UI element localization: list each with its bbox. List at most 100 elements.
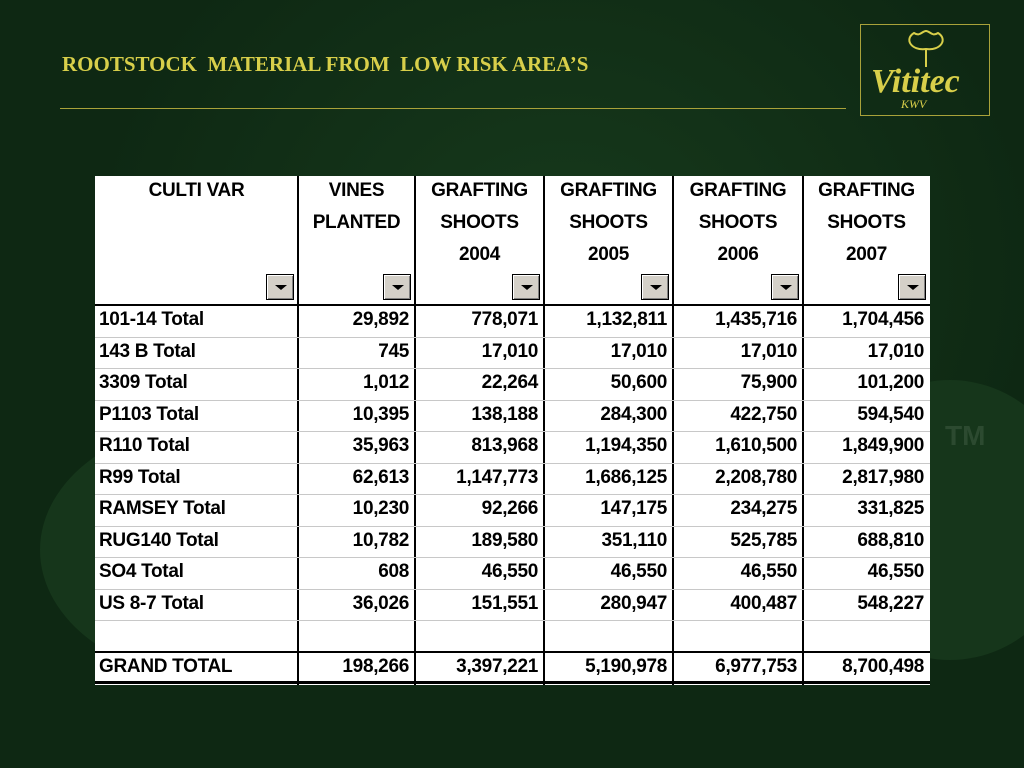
- row-label: 143 B Total: [99, 340, 196, 362]
- cell-value: 17,010: [740, 340, 798, 362]
- cell-value: 138,188: [471, 403, 538, 425]
- cell-value: 10,230: [352, 498, 410, 519]
- cell-value: 778,071: [471, 309, 538, 330]
- column-rule: [414, 176, 416, 685]
- filter-button[interactable]: [771, 274, 799, 300]
- cell-value: 46,550: [610, 561, 668, 582]
- cell-value: 745: [378, 340, 409, 362]
- cell-value: 46,550: [740, 561, 798, 582]
- column-header: SHOOTS: [440, 212, 519, 233]
- cell-value: 331,825: [857, 498, 924, 519]
- row-rule: [95, 304, 930, 306]
- cell-value: 35,963: [352, 435, 410, 456]
- cell-value: 22,264: [481, 372, 539, 393]
- filter-button[interactable]: [266, 274, 294, 300]
- column-header: 2004: [458, 244, 501, 265]
- cell-value: 5,190,978: [585, 655, 667, 677]
- cell-value: 62,613: [352, 466, 410, 488]
- column-rule: [672, 176, 674, 685]
- column-rule: [297, 176, 299, 685]
- row-label: 3309 Total: [99, 372, 188, 393]
- cell-value: 594,540: [857, 403, 924, 425]
- row-rule: [95, 399, 930, 401]
- cell-value: 198,266: [342, 655, 409, 677]
- cell-value: 400,487: [730, 592, 797, 614]
- column-rule: [802, 176, 804, 685]
- title-rule: [60, 108, 846, 109]
- column-header: PLANTED: [312, 212, 401, 233]
- column-header: CULTI VAR: [148, 180, 245, 201]
- cell-value: 280,947: [600, 592, 667, 614]
- row-rule: [95, 588, 930, 590]
- cell-value: 1,194,350: [585, 435, 667, 456]
- filter-button[interactable]: [512, 274, 540, 300]
- row-label: RAMSEY Total: [99, 498, 226, 519]
- cell-value: 1,610,500: [715, 435, 797, 456]
- row-rule: [95, 336, 930, 338]
- logo: Vititec KWV: [860, 24, 990, 116]
- cell-value: 8,700,498: [842, 655, 924, 677]
- filter-button[interactable]: [898, 274, 926, 300]
- cell-value: 422,750: [730, 403, 797, 425]
- column-header: 2006: [717, 244, 759, 265]
- cell-value: 17,010: [610, 340, 668, 362]
- cell-value: 525,785: [730, 529, 797, 551]
- row-label: US 8-7 Total: [99, 592, 204, 614]
- cell-value: 189,580: [471, 529, 538, 551]
- cell-value: 75,900: [740, 372, 798, 393]
- cell-value: 6,977,753: [715, 655, 797, 677]
- cell-value: 92,266: [481, 498, 539, 519]
- logo-leaf: [908, 29, 944, 67]
- row-label: 101-14 Total: [99, 309, 204, 330]
- cell-value: 1,686,125: [585, 466, 667, 488]
- cell-value: 29,892: [352, 309, 410, 330]
- cell-value: 608: [378, 561, 409, 582]
- column-header: GRAFTING: [431, 180, 528, 201]
- filter-button[interactable]: [383, 274, 411, 300]
- cell-value: 101,200: [857, 372, 924, 393]
- cell-value: 1,132,811: [586, 309, 667, 330]
- cell-value: 1,012: [362, 372, 409, 393]
- cell-value: 1,849,900: [842, 435, 924, 456]
- cell-value: 688,810: [857, 529, 924, 551]
- row-label: P1103 Total: [99, 403, 199, 425]
- watermark: TM: [945, 420, 986, 451]
- cell-value: 10,782: [352, 529, 410, 551]
- column-header: VINES: [328, 180, 385, 201]
- slide-title: ROOTSTOCK MATERIAL FROM LOW RISK AREA’S: [62, 52, 589, 76]
- cell-value: 2,208,780: [715, 466, 797, 488]
- cell-value: 2,817,980: [842, 466, 924, 488]
- logo-name: Vititec: [871, 63, 960, 100]
- cell-value: 50,600: [610, 372, 668, 393]
- logo-sub: KWV: [901, 97, 927, 111]
- cell-value: 284,300: [600, 403, 667, 425]
- cell-value: 1,147,773: [456, 466, 538, 488]
- row-label: R99 Total: [99, 466, 181, 488]
- cell-value: 147,175: [600, 498, 667, 519]
- column-header: SHOOTS: [569, 212, 648, 233]
- column-rule: [543, 176, 545, 685]
- column-header: SHOOTS: [827, 212, 906, 233]
- cell-value: 3,397,221: [456, 655, 538, 677]
- cell-value: 10,395: [352, 403, 410, 425]
- cell-value: 17,010: [867, 340, 925, 362]
- cell-value: 46,550: [867, 561, 925, 582]
- cell-value: 151,551: [471, 592, 538, 614]
- cell-value: 1,704,456: [842, 309, 924, 330]
- row-rule: [95, 650, 930, 653]
- cell-value: 36,026: [352, 592, 410, 614]
- filter-button[interactable]: [641, 274, 669, 300]
- column-header: GRAFTING: [818, 180, 915, 201]
- row-label: R110 Total: [99, 435, 190, 456]
- cell-value: 234,275: [730, 498, 797, 519]
- cell-value: 351,110: [601, 529, 667, 551]
- column-header: 2007: [845, 244, 888, 265]
- cell-value: 17,010: [481, 340, 539, 362]
- column-header: GRAFTING: [560, 180, 657, 201]
- row-rule: [95, 557, 930, 558]
- column-header: GRAFTING: [689, 180, 787, 201]
- cell-value: 813,968: [471, 435, 538, 456]
- row-rule: [95, 368, 930, 369]
- row-rule: [95, 525, 930, 527]
